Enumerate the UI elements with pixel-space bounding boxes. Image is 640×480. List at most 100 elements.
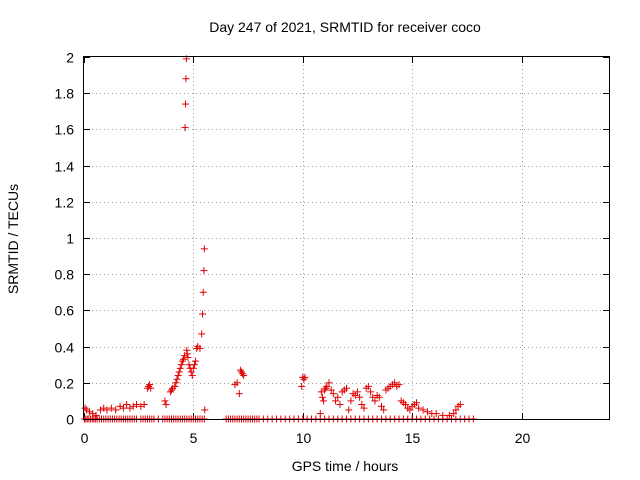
data-point xyxy=(192,357,200,365)
data-point xyxy=(415,404,423,412)
data-point xyxy=(391,379,399,387)
data-point xyxy=(323,382,331,390)
data-point xyxy=(161,397,169,405)
data-point xyxy=(364,382,372,390)
data-point xyxy=(199,310,207,318)
data-point xyxy=(168,386,175,394)
data-point xyxy=(332,397,340,405)
data-point xyxy=(236,366,244,374)
data-point xyxy=(147,384,155,392)
data-point xyxy=(334,393,342,401)
data-point xyxy=(174,372,182,380)
x-tick-label: 10 xyxy=(296,430,312,446)
data-point xyxy=(189,364,197,372)
data-point xyxy=(327,386,335,394)
data-point xyxy=(445,411,453,419)
data-point xyxy=(378,402,385,410)
data-point xyxy=(198,330,206,338)
data-point xyxy=(322,384,330,392)
data-point xyxy=(166,388,174,396)
x-tick-label: 20 xyxy=(515,430,531,446)
y-tick-label: 1.2 xyxy=(55,195,75,211)
y-tick-label: 1.6 xyxy=(55,122,75,138)
data-point xyxy=(406,406,414,414)
data-point xyxy=(239,370,247,378)
data-point xyxy=(171,382,179,390)
data-point xyxy=(100,404,108,412)
data-point xyxy=(380,406,388,414)
y-tick-label: 1.8 xyxy=(55,86,75,102)
data-point xyxy=(450,410,458,418)
data-point xyxy=(298,382,306,390)
data-point xyxy=(182,75,190,83)
y-tick-label: 0.8 xyxy=(55,267,75,283)
data-point xyxy=(423,408,431,416)
x-axis-label: GPS time / hours xyxy=(292,458,399,474)
data-point xyxy=(199,288,207,296)
data-point xyxy=(336,401,344,409)
data-point xyxy=(89,410,97,418)
data-point xyxy=(301,373,309,381)
y-tick-label: 1 xyxy=(66,231,74,247)
data-point xyxy=(180,355,188,363)
data-point xyxy=(395,381,403,389)
data-point xyxy=(85,408,93,416)
data-point xyxy=(329,390,337,398)
data-point xyxy=(201,406,209,414)
data-point xyxy=(343,384,350,392)
data-point xyxy=(371,397,379,405)
data-point xyxy=(107,404,115,412)
data-point xyxy=(181,124,189,132)
grid xyxy=(84,57,609,419)
data-point xyxy=(300,375,308,383)
data-point xyxy=(188,372,196,380)
y-tick-label: 0.2 xyxy=(55,376,75,392)
data-point xyxy=(419,406,427,414)
data-point xyxy=(452,406,460,414)
data-point xyxy=(173,375,181,383)
data-point xyxy=(196,344,204,352)
data-point xyxy=(358,401,366,409)
y-tick-label: 2 xyxy=(66,50,74,66)
data-point xyxy=(123,401,131,409)
data-point xyxy=(360,404,368,412)
y-tick-label: 1.4 xyxy=(55,159,75,175)
data-point xyxy=(353,388,361,396)
data-point xyxy=(439,411,447,419)
data-point xyxy=(347,397,355,405)
data-point xyxy=(200,245,208,253)
data-point xyxy=(129,402,137,410)
axis-tick-labels: 00.20.40.60.811.21.41.61.820 5 10 15 20 xyxy=(55,50,531,447)
data-point xyxy=(318,393,326,401)
y-tick-label: 0.6 xyxy=(55,303,75,319)
data-point xyxy=(137,402,145,410)
data-point xyxy=(316,410,324,418)
data-point xyxy=(317,388,325,396)
data-point xyxy=(183,350,191,358)
data-point xyxy=(146,381,154,389)
y-tick-label: 0.4 xyxy=(55,340,75,356)
data-point xyxy=(456,401,464,409)
data-point xyxy=(182,100,189,108)
data-point xyxy=(402,401,410,409)
x-tick-label: 5 xyxy=(190,430,198,446)
data-point xyxy=(345,406,353,414)
data-point xyxy=(140,401,148,409)
chart-title: Day 247 of 2021, SRMTID for receiver coc… xyxy=(209,19,481,35)
data-point xyxy=(356,393,364,401)
data-point xyxy=(367,388,375,396)
data-point xyxy=(172,379,180,387)
data-point xyxy=(175,368,183,376)
data-point xyxy=(325,379,333,387)
data-point xyxy=(162,401,170,409)
data-point xyxy=(178,357,186,365)
data-point xyxy=(238,368,245,376)
axis-ticks xyxy=(84,57,609,420)
data-point xyxy=(369,393,377,401)
data-point xyxy=(200,267,208,275)
data-point xyxy=(126,404,134,412)
data-point xyxy=(190,361,198,369)
data-point xyxy=(176,364,184,372)
data-point xyxy=(240,372,248,380)
